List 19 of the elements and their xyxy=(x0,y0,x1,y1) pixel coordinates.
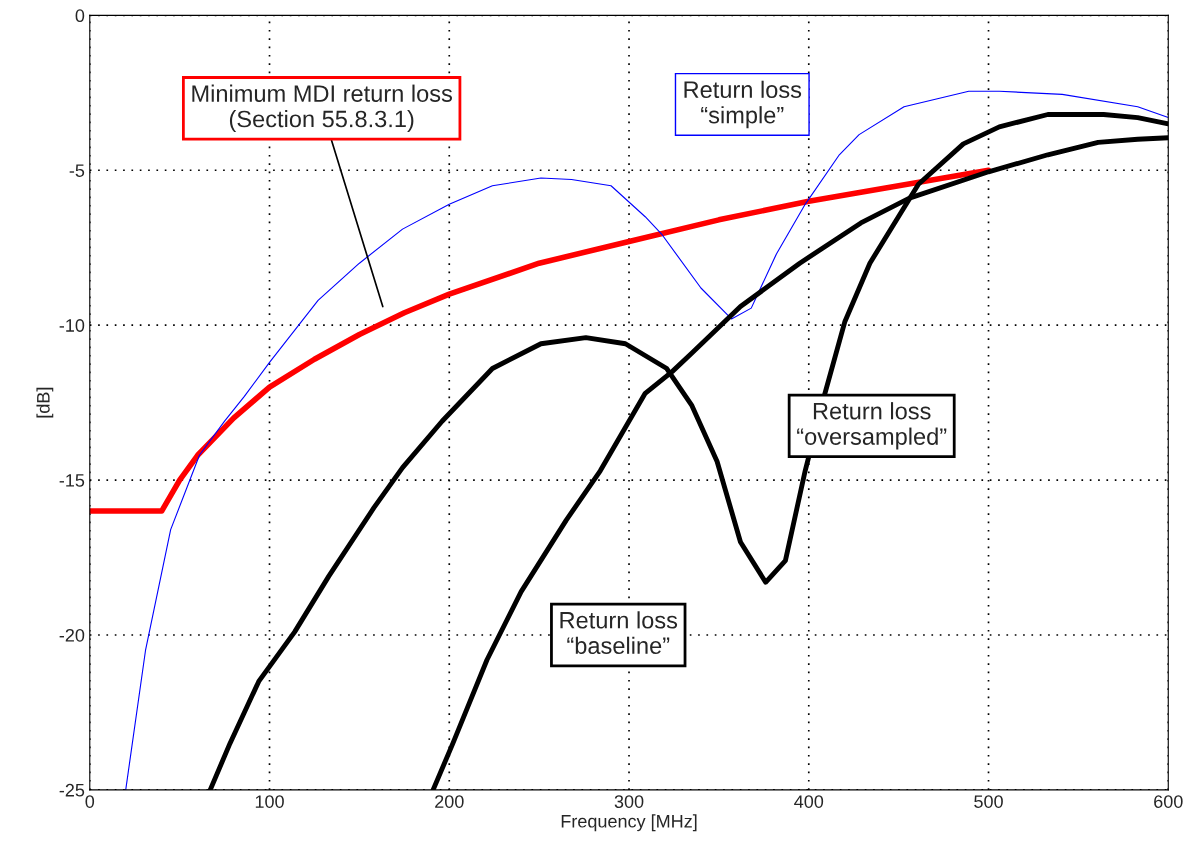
x-tick-label: 400 xyxy=(794,795,824,808)
y-tick-label: -10 xyxy=(59,319,85,332)
y-tick-label: -25 xyxy=(59,783,85,797)
y-axis-title: [dB] xyxy=(36,387,54,418)
x-tick-label: 100 xyxy=(255,795,284,808)
y-tick-label: -20 xyxy=(59,628,85,642)
y-tick-label: -5 xyxy=(69,164,85,177)
text: Minimum MDI return loss (Section 55.8.3.1) xyxy=(192,84,452,133)
x-tick-label: 0 xyxy=(85,795,95,808)
series-label: Return loss “oversampled” xyxy=(797,402,947,450)
y-tick-label: 0 xyxy=(75,9,85,23)
x-tick-label: 500 xyxy=(974,795,1003,808)
x-tick-label: 300 xyxy=(614,795,644,808)
x-tick-label: 200 xyxy=(435,795,464,808)
x-tick-label: 600 xyxy=(1154,795,1183,808)
series-label: Return loss “simple” xyxy=(684,80,802,129)
series-label: Return loss “baseline” xyxy=(560,611,678,655)
x-axis-title: Frequency [MHz] xyxy=(561,814,697,832)
y-tick-label: -15 xyxy=(59,474,85,487)
